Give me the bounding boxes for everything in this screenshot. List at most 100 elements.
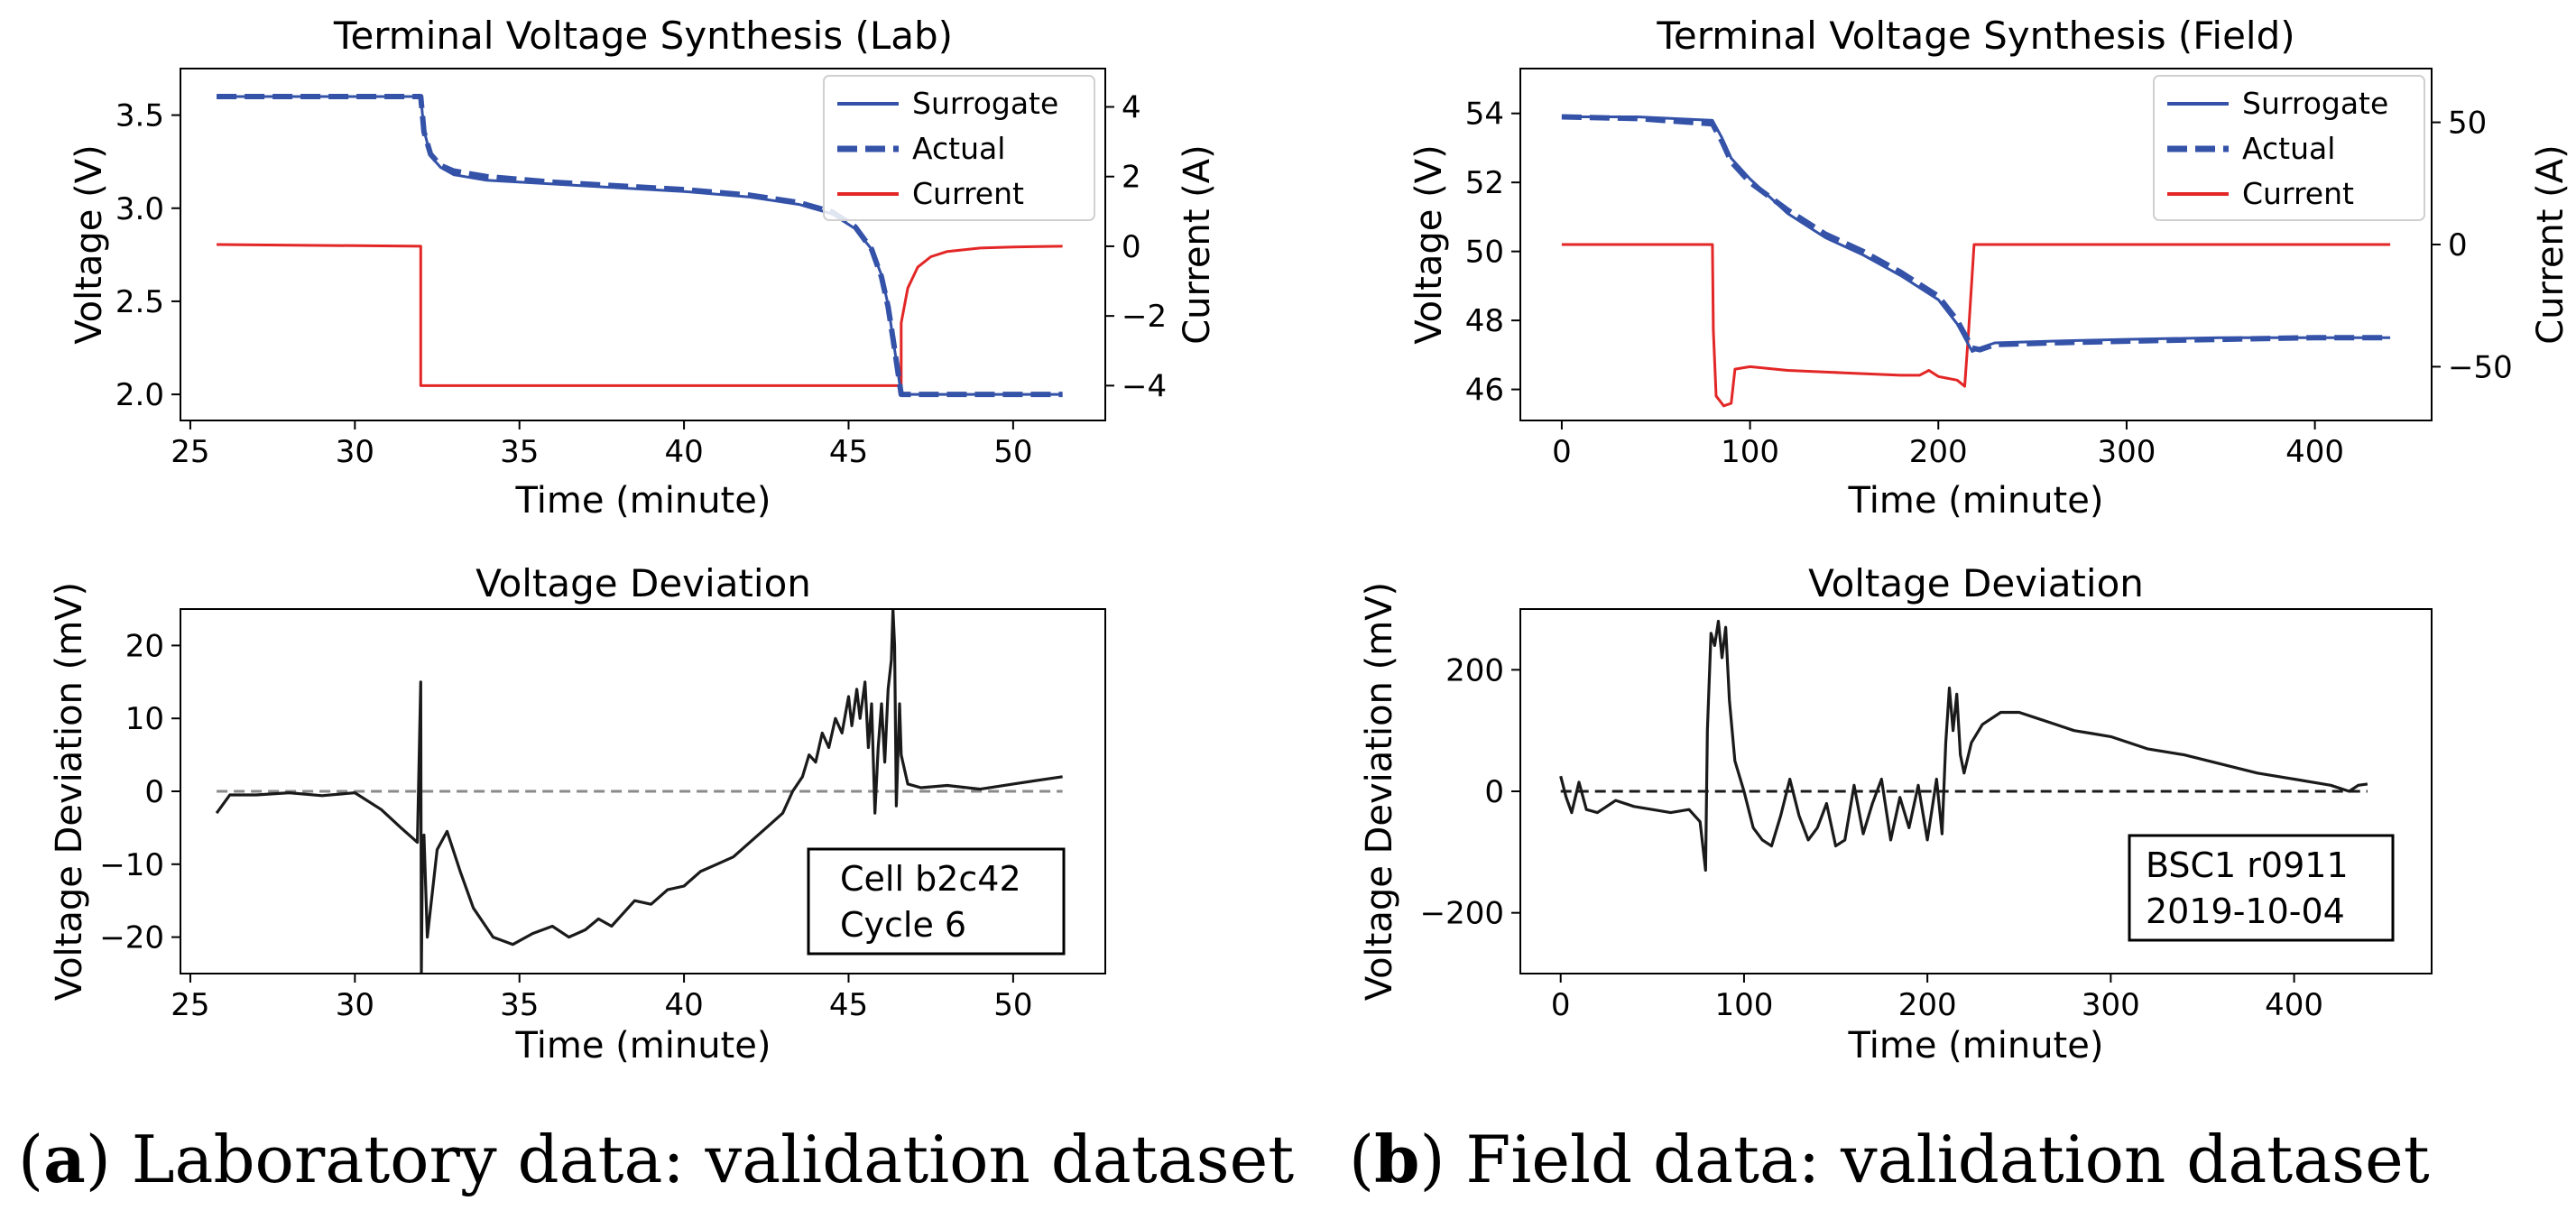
- x-axis-ticks: 0 100 200 300 400: [1551, 974, 2323, 1023]
- x-tick-label: 30: [336, 434, 374, 470]
- legend-label-actual: Actual: [912, 131, 1005, 166]
- legend-label-surrogate: Surrogate: [912, 86, 1058, 121]
- x-tick-label: 50: [993, 434, 1032, 470]
- x-tick-label: 25: [171, 987, 209, 1023]
- y-axis-ticks: −20 −10 0 10 20: [99, 628, 180, 956]
- plot-area: [1561, 114, 2391, 408]
- x-tick-label: 200: [1898, 987, 1957, 1023]
- lab-voltage-chart: Terminal Voltage Synthesis (Lab) 25 30 35 4…: [69, 14, 1218, 522]
- x-tick-label: 50: [993, 987, 1032, 1023]
- legend-label-current: Current: [2242, 176, 2354, 211]
- y2-tick-label: 0: [1122, 229, 1141, 265]
- field-deviation-xlabel: Time (minute): [1848, 1025, 2104, 1067]
- annotation-line-2: Cycle 6: [840, 905, 966, 945]
- y-axis-ticks: 46 48 50 52 54: [1465, 97, 1520, 409]
- y2-tick-label: −2: [1122, 299, 1167, 335]
- x-axis-ticks: 0 100 200 300 400: [1552, 420, 2344, 470]
- x-tick-label: 0: [1552, 434, 1572, 470]
- y-tick-label: 2.0: [115, 377, 164, 413]
- field-deviation-title: Voltage Deviation: [1808, 561, 2144, 605]
- series-line-surrogate: [1561, 115, 2391, 353]
- y-tick-label: 10: [125, 701, 164, 737]
- y-tick-label: 0: [144, 774, 164, 810]
- y-tick-label: 3.5: [115, 98, 164, 134]
- y2-tick-label: −50: [2448, 349, 2513, 385]
- x-tick-label: 35: [500, 987, 539, 1023]
- caption-a: (a) Laboratory data: validation dataset: [18, 1121, 1294, 1197]
- legend-frame: [2153, 75, 2425, 221]
- lab-voltage-title: Terminal Voltage Synthesis (Lab): [333, 14, 953, 58]
- y-tick-label: −200: [1420, 896, 1504, 932]
- lab-cell-annotation: Cell b2c42 Cycle 6: [807, 847, 1066, 956]
- x-tick-label: 400: [2285, 434, 2344, 470]
- y-tick-label: 54: [1465, 97, 1504, 133]
- y-tick-label: 46: [1465, 373, 1504, 409]
- field-cell-annotation: BSC1 r0911 2019-10-04: [2128, 834, 2395, 942]
- legend-label-surrogate: Surrogate: [2242, 86, 2388, 121]
- y-axis-ticks: −200 0 200: [1420, 652, 1520, 932]
- x-tick-label: 45: [829, 434, 868, 470]
- y-tick-label: 3.0: [115, 191, 164, 227]
- y-tick-label: 50: [1465, 235, 1504, 271]
- x-tick-label: 45: [829, 987, 868, 1023]
- field-voltage-legend: Surrogate Actual Current: [2153, 75, 2425, 221]
- y-tick-label: 2.5: [115, 284, 164, 320]
- x-tick-label: 40: [664, 434, 703, 470]
- annotation-line-1: Cell b2c42: [840, 859, 1021, 899]
- plot-area: [217, 94, 1063, 398]
- field-voltage-xlabel: Time (minute): [1848, 480, 2104, 522]
- y-axis-ticks: 2.0 2.5 3.0 3.5: [115, 98, 180, 413]
- caption-b: (b) Field data: validation dataset: [1349, 1121, 2430, 1197]
- series-line-actual: [1561, 114, 2391, 353]
- x-axis-ticks: 25 30 35 40 45 50: [171, 974, 1032, 1023]
- x-tick-label: 200: [1909, 434, 1968, 470]
- x-axis-ticks: 25 30 35 40 45 50: [171, 420, 1032, 470]
- plot-area: [1559, 619, 2368, 873]
- legend-label-current: Current: [912, 176, 1024, 211]
- annotation-line-1: BSC1 r0911: [2146, 845, 2349, 885]
- lab-voltage-y2label: Current (A): [1177, 144, 1218, 345]
- x-tick-label: 100: [1714, 987, 1773, 1023]
- x-tick-label: 300: [2097, 434, 2156, 470]
- y-tick-label: 200: [1445, 652, 1504, 688]
- field-voltage-y2label: Current (A): [2530, 144, 2571, 345]
- y2-axis-ticks: 50 0 −50: [2432, 106, 2513, 385]
- lab-deviation-ylabel: Voltage Deviation (mV): [49, 582, 90, 1001]
- annotation-box: [807, 847, 1066, 956]
- lab-voltage-legend: Surrogate Actual Current: [823, 75, 1095, 221]
- y2-tick-label: 0: [2448, 227, 2468, 263]
- y-tick-label: 0: [1484, 774, 1504, 810]
- series-line-current: [1561, 243, 2391, 408]
- field-voltage-ylabel: Voltage (V): [1408, 144, 1450, 344]
- lab-voltage-ylabel: Voltage (V): [69, 144, 110, 344]
- lab-voltage-axes-frame: [180, 68, 1106, 421]
- field-voltage-chart: Terminal Voltage Synthesis (Field) 0 100 2…: [1408, 14, 2571, 522]
- legend-label-actual: Actual: [2242, 131, 2335, 166]
- lab-deviation-xlabel: Time (minute): [515, 1025, 771, 1067]
- y-tick-label: 48: [1465, 303, 1504, 339]
- lab-deviation-chart: Voltage Deviation 25 30 35 40 45 50 −20 −10 0 10 2…: [49, 561, 1106, 1067]
- legend-frame: [823, 75, 1095, 221]
- x-tick-label: 30: [336, 987, 374, 1023]
- x-tick-label: 35: [500, 434, 539, 470]
- field-voltage-title: Terminal Voltage Synthesis (Field): [1656, 14, 2294, 58]
- x-tick-label: 25: [171, 434, 209, 470]
- x-tick-label: 300: [2082, 987, 2140, 1023]
- lab-deviation-title: Voltage Deviation: [475, 561, 811, 605]
- y2-axis-ticks: 4 2 0 −2 −4: [1105, 89, 1167, 404]
- series-line-deviation: [1559, 619, 2368, 873]
- y2-tick-label: 2: [1122, 160, 1141, 196]
- y2-tick-label: −4: [1122, 368, 1167, 404]
- y2-tick-label: 50: [2448, 106, 2487, 142]
- lab-voltage-xlabel: Time (minute): [515, 480, 771, 522]
- x-tick-label: 0: [1551, 987, 1571, 1023]
- series-line-surrogate: [217, 95, 1063, 396]
- field-deviation-ylabel: Voltage Deviation (mV): [1359, 582, 1400, 1001]
- x-tick-label: 100: [1721, 434, 1779, 470]
- x-tick-label: 40: [664, 987, 703, 1023]
- field-deviation-chart: Voltage Deviation 0 100 200 300 400−2000200 …: [1359, 561, 2433, 1067]
- series-line-deviation: [215, 609, 1063, 974]
- annotation-box: [2128, 834, 2395, 942]
- y-tick-label: 20: [125, 628, 164, 664]
